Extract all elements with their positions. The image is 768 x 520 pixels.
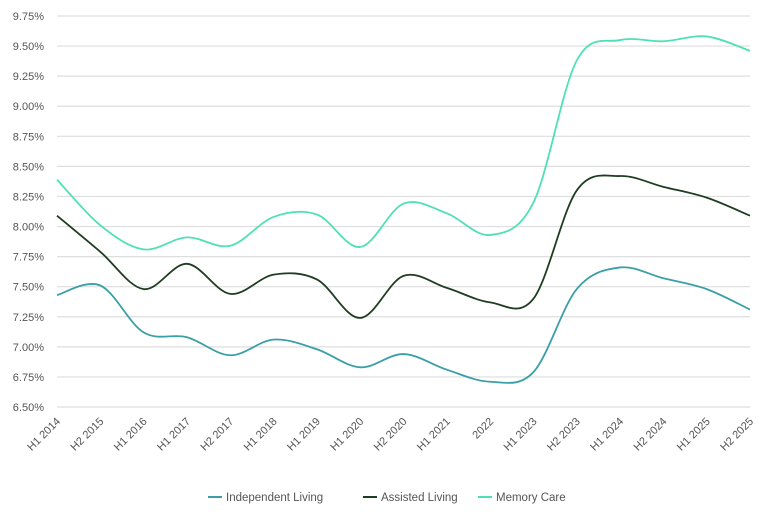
x-axis-tick-labels: H1 2014 H2 2015 H1 2016 H1 2017 H2 2017 H1 20… xyxy=(25,416,756,454)
x-tick-label: H1 2018 xyxy=(242,416,280,454)
y-tick-label: 7.25% xyxy=(13,312,44,324)
x-tick-label: H1 2014 xyxy=(25,416,63,454)
y-tick-label: 6.50% xyxy=(13,402,44,414)
x-tick-label: H1 2024 xyxy=(588,416,626,454)
y-tick-label: 8.00% xyxy=(13,222,44,234)
y-tick-label: 9.75% xyxy=(13,11,44,23)
y-tick-label: 7.75% xyxy=(13,252,44,264)
x-tick-label: H2 2020 xyxy=(372,416,410,454)
legend-label: Memory Care xyxy=(496,492,566,504)
x-tick-label: H2 2015 xyxy=(69,416,107,454)
x-tick-label: H2 2025 xyxy=(718,416,756,454)
y-tick-label: 8.75% xyxy=(13,131,44,143)
y-tick-label: 7.50% xyxy=(13,282,44,294)
legend-label: Independent Living xyxy=(226,492,323,504)
legend-item: Assisted Living xyxy=(363,492,458,504)
series-line-memory-care xyxy=(56,35,751,251)
legend-item: Independent Living xyxy=(208,492,323,504)
y-tick-label: 9.50% xyxy=(13,41,44,53)
y-tick-label: 6.75% xyxy=(13,372,44,384)
legend-label: Assisted Living xyxy=(381,492,458,504)
x-tick-label: H2 2023 xyxy=(545,416,583,454)
y-tick-label: 9.00% xyxy=(13,101,44,113)
x-tick-label: H1 2016 xyxy=(112,416,150,454)
x-tick-label: H2 2017 xyxy=(198,416,236,454)
y-tick-label: 8.25% xyxy=(13,191,44,203)
legend-item: Memory Care xyxy=(478,492,566,504)
legend: Independent Living Assisted Living Memory … xyxy=(208,492,566,504)
x-tick-label: H1 2020 xyxy=(328,416,366,454)
y-tick-label: 8.50% xyxy=(13,161,44,173)
series-line-assisted-living xyxy=(56,174,751,319)
series-line-independent-living xyxy=(56,266,751,384)
y-tick-label: 7.00% xyxy=(13,342,44,354)
series-lines xyxy=(56,35,751,384)
y-tick-label: 9.25% xyxy=(13,71,44,83)
x-tick-label: H1 2019 xyxy=(285,416,323,454)
x-tick-label: H1 2025 xyxy=(675,416,713,454)
x-tick-label: 2022 xyxy=(470,416,496,442)
x-tick-label: H1 2021 xyxy=(415,416,453,454)
y-axis-tick-labels: 6.50% 6.75% 7.00% 7.25% 7.50% 7.75% 8.00% 8.25%… xyxy=(13,11,44,414)
gridlines xyxy=(57,15,750,408)
x-tick-label: H1 2023 xyxy=(502,416,540,454)
x-tick-label: H1 2017 xyxy=(155,416,193,454)
x-tick-label: H2 2024 xyxy=(632,416,670,454)
